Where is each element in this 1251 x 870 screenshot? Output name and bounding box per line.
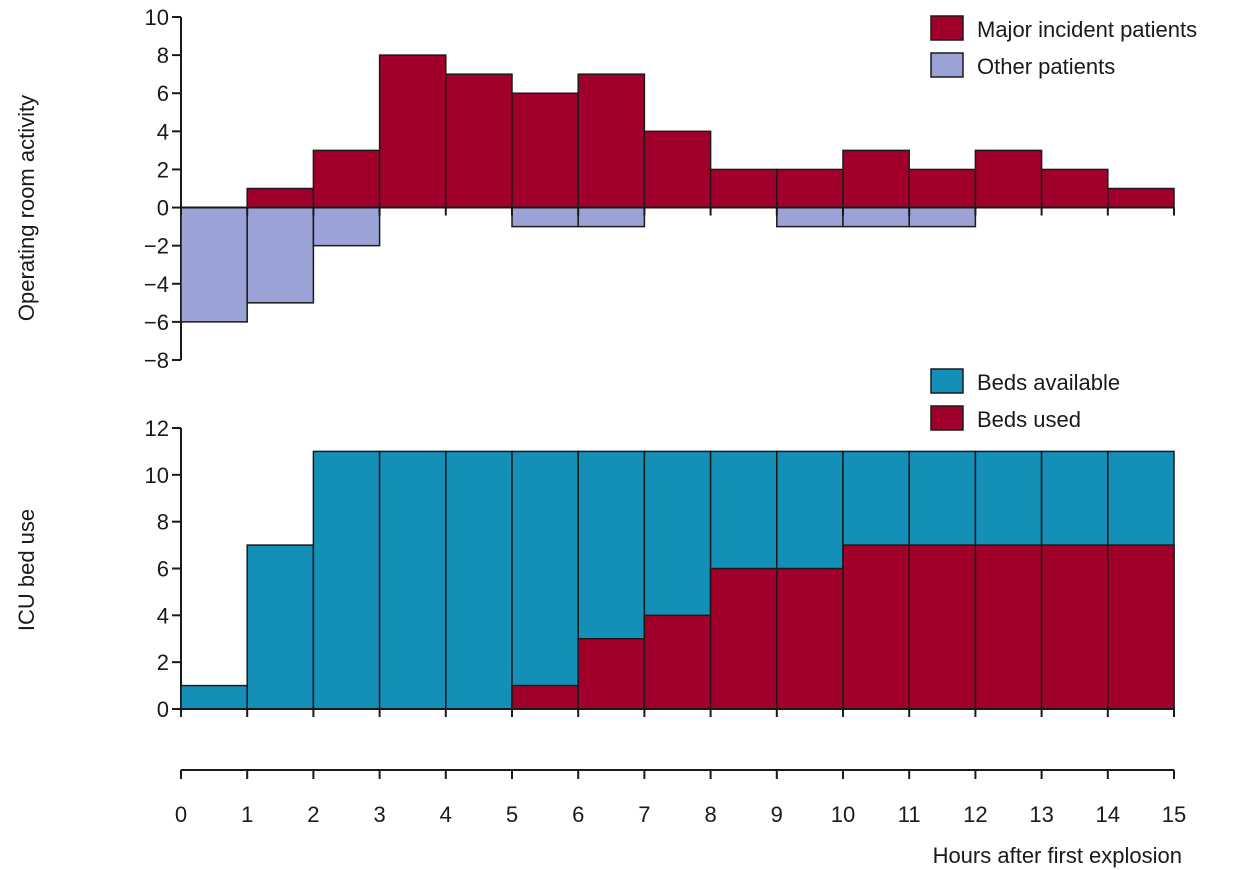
x-tick-label: 1: [241, 802, 253, 827]
y-tick-label: 10: [145, 463, 169, 488]
bar: [974, 149, 1043, 209]
or-y-axis-title: Operating room activity: [14, 95, 39, 321]
x-tick-label: 10: [831, 802, 855, 827]
bar: [312, 149, 381, 209]
legend-label: Other patients: [977, 54, 1115, 79]
bar: [842, 149, 910, 209]
x-tick-label: 13: [1029, 802, 1053, 827]
legend-label: Major incident patients: [977, 17, 1197, 42]
bar: [908, 168, 977, 209]
x-tick-label: 12: [963, 802, 987, 827]
y-tick-label: 2: [157, 157, 169, 182]
bar: [511, 684, 579, 710]
bar: [908, 544, 977, 710]
icu-bed-chart: 12 10 8 6 4 2 0 Beds available Beds used: [145, 368, 1175, 722]
y-tick-label: 4: [157, 603, 169, 628]
bar: [643, 130, 712, 209]
bar: [577, 638, 646, 710]
bar: [776, 206, 844, 228]
operating-room-chart: 10 8 6 4 2 0 −2 −4 −6 −8 Major incident patients Ot…: [144, 5, 1197, 373]
bar: [908, 206, 977, 228]
x-tick-label: 8: [704, 802, 716, 827]
bar: [180, 206, 248, 323]
bar: [1040, 168, 1109, 209]
bar: [842, 544, 910, 710]
legend-swatch: [930, 405, 964, 431]
x-axis: 0 1 2 3 4 5 6 7 8 9 10 11 12 13 14 15: [175, 769, 1186, 827]
legend-label: Beds used: [977, 407, 1081, 432]
legend-swatch: [930, 368, 964, 394]
y-tick-label: 2: [157, 650, 169, 675]
x-tick-label: 7: [638, 802, 650, 827]
bar: [445, 73, 513, 209]
bar: [1107, 544, 1175, 710]
y-tick-label: 8: [157, 510, 169, 535]
bar: [577, 206, 646, 228]
y-tick-label: 12: [145, 416, 169, 441]
x-tick-label: 11: [898, 802, 921, 827]
x-tick-label: 6: [572, 802, 584, 827]
x-tick-label: 5: [506, 802, 518, 827]
x-tick-label: 3: [373, 802, 385, 827]
bar: [776, 567, 844, 710]
y-tick-label: 6: [157, 81, 169, 106]
bar: [378, 450, 447, 710]
icu-y-axis-title: ICU bed use: [14, 509, 39, 631]
bar: [312, 450, 381, 710]
y-tick-label: −8: [144, 348, 169, 373]
bar: [709, 567, 778, 710]
bar: [312, 206, 381, 247]
x-tick-label: 4: [440, 802, 452, 827]
bar: [511, 206, 579, 228]
bar: [842, 206, 910, 228]
x-tick-label: 2: [307, 802, 319, 827]
x-tick-label: 15: [1162, 802, 1186, 827]
bar: [577, 73, 646, 209]
y-tick-label: −6: [144, 310, 169, 335]
y-tick-label: 8: [157, 43, 169, 68]
y-tick-label: 0: [157, 196, 169, 221]
bar: [1107, 187, 1175, 209]
bar: [511, 450, 579, 710]
y-tick-label: −2: [144, 234, 169, 259]
y-tick-label: 10: [145, 5, 169, 30]
x-tick-label: 14: [1096, 802, 1120, 827]
bar: [709, 168, 778, 209]
x-axis-title: Hours after first explosion: [933, 843, 1182, 868]
y-tick-label: 4: [157, 119, 169, 144]
legend-label: Beds available: [977, 370, 1120, 395]
bar: [643, 614, 712, 710]
legend-swatch: [930, 15, 964, 41]
bar: [511, 92, 579, 209]
bar: [445, 450, 513, 710]
bar: [776, 168, 844, 209]
bar: [246, 206, 315, 304]
y-tick-label: −4: [144, 272, 169, 297]
bar: [1040, 544, 1109, 710]
y-tick-label: 0: [157, 697, 169, 722]
x-tick-label: 9: [771, 802, 783, 827]
bar: [180, 684, 248, 710]
bar: [246, 187, 315, 209]
y-tick-label: 6: [157, 557, 169, 582]
x-tick-label: 0: [175, 802, 187, 827]
bar: [378, 54, 447, 209]
bar: [246, 544, 315, 710]
legend-swatch: [930, 52, 964, 78]
bar: [974, 544, 1043, 710]
